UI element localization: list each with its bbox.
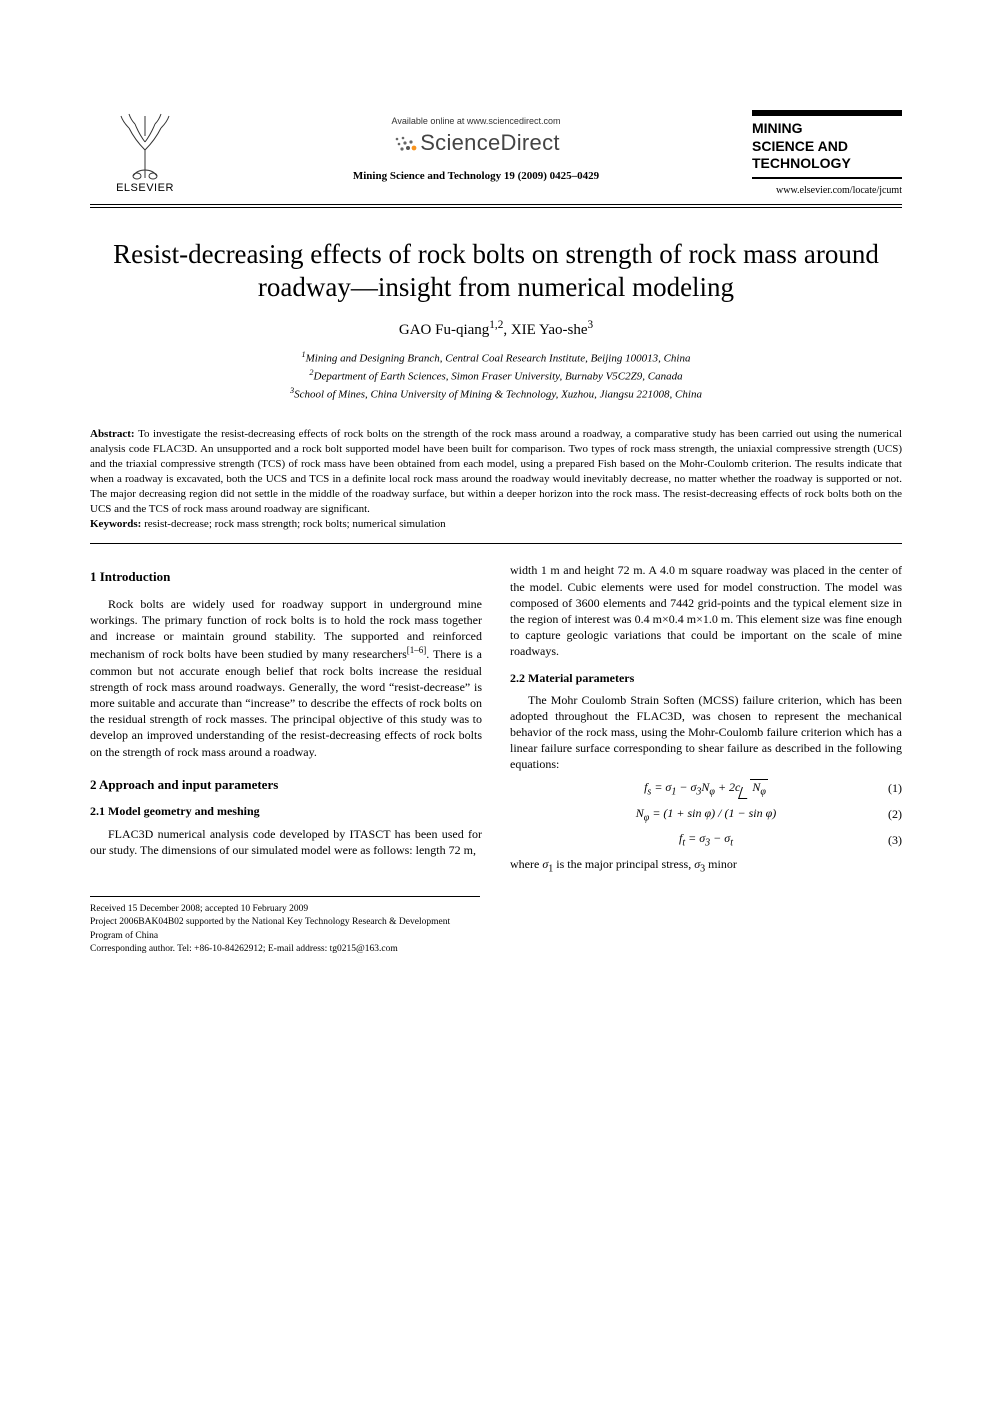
affiliations: 1Mining and Designing Branch, Central Co… xyxy=(90,349,902,403)
journal-name-line1: MINING xyxy=(752,120,902,138)
equation-3-num: (3) xyxy=(888,832,902,848)
model-geom-para-cont: width 1 m and height 72 m. A 4.0 m squar… xyxy=(510,562,902,659)
sciencedirect-text: ScienceDirect xyxy=(420,130,560,155)
center-header: Available online at www.sciencedirect.co… xyxy=(200,110,752,182)
affiliation-3: 3School of Mines, China University of Mi… xyxy=(90,385,902,403)
footnote-received: Received 15 December 2008; accepted 10 F… xyxy=(90,903,480,916)
author-1-affil-sup: 1,2 xyxy=(489,319,503,331)
keywords-text: resist-decrease; rock mass strength; roc… xyxy=(144,518,446,530)
elsevier-tree-icon xyxy=(115,110,175,180)
equation-1-body: fs = σ1 − σ3Nφ + 2cNφ xyxy=(644,779,768,799)
header-rule xyxy=(90,207,902,208)
publisher-name: ELSEVIER xyxy=(116,182,174,194)
model-geom-para: FLAC3D numerical analysis code developed… xyxy=(90,826,482,858)
abstract-block: Abstract: To investigate the resist-decr… xyxy=(90,427,902,544)
sciencedirect-logo: ScienceDirect xyxy=(200,130,752,156)
equation-3: ft = σ3 − σt (3) xyxy=(510,830,902,850)
section-1-head: 1 Introduction xyxy=(90,568,482,586)
journal-reference: Mining Science and Technology 19 (2009) … xyxy=(200,170,752,182)
section-2-head: 2 Approach and input parameters xyxy=(90,776,482,794)
affiliation-2: 2Department of Earth Sciences, Simon Fra… xyxy=(90,367,902,385)
article-title: Resist-decreasing effects of rock bolts … xyxy=(110,238,882,306)
author-2-affil-sup: 3 xyxy=(588,319,594,331)
footnote-corresponding: Corresponding author. Tel: +86-10-842629… xyxy=(90,943,480,956)
equation-3-body: ft = σ3 − σt xyxy=(679,830,733,850)
abstract-label: Abstract: xyxy=(90,428,138,440)
author-1: GAO Fu-qiang xyxy=(399,322,489,338)
journal-name-line2: SCIENCE AND xyxy=(752,138,902,156)
footnotes: Received 15 December 2008; accepted 10 F… xyxy=(90,896,480,956)
equation-2-num: (2) xyxy=(888,806,902,822)
equation-2: Nφ = (1 + sin φ) / (1 − sin φ) (2) xyxy=(510,805,902,825)
where-clause: where σ1 is the major principal stress, … xyxy=(510,856,902,876)
authors: GAO Fu-qiang1,2, XIE Yao-she3 xyxy=(90,319,902,339)
intro-para: Rock bolts are widely used for roadway s… xyxy=(90,596,482,760)
subsection-2-2-head: 2.2 Material parameters xyxy=(510,670,902,686)
footnote-project: Project 2006BAK04B02 supported by the Na… xyxy=(90,916,480,943)
left-column: 1 Introduction Rock bolts are widely use… xyxy=(90,562,482,876)
material-params-para: The Mohr Coulomb Strain Soften (MCSS) fa… xyxy=(510,692,902,773)
author-2: , XIE Yao-she xyxy=(503,322,587,338)
subsection-2-1-head: 2.1 Model geometry and meshing xyxy=(90,803,482,819)
equation-1-num: (1) xyxy=(888,780,902,796)
publisher-block: ELSEVIER xyxy=(90,110,200,194)
citation-sup: [1–6] xyxy=(407,645,427,655)
journal-name-line3: TECHNOLOGY xyxy=(752,155,902,173)
right-column: width 1 m and height 72 m. A 4.0 m squar… xyxy=(510,562,902,876)
equation-2-body: Nφ = (1 + sin φ) / (1 − sin φ) xyxy=(636,805,776,825)
body-columns: 1 Introduction Rock bolts are widely use… xyxy=(90,562,902,876)
page: ELSEVIER Available online at www.science… xyxy=(0,0,992,1006)
available-online-text: Available online at www.sciencedirect.co… xyxy=(200,116,752,126)
affiliation-1: 1Mining and Designing Branch, Central Co… xyxy=(90,349,902,367)
journal-url: www.elsevier.com/locate/jcumt xyxy=(752,185,902,196)
header: ELSEVIER Available online at www.science… xyxy=(90,110,902,205)
journal-brand: MINING SCIENCE AND TECHNOLOGY www.elsevi… xyxy=(752,110,902,196)
sciencedirect-dots-icon xyxy=(392,134,418,154)
keywords-label: Keywords: xyxy=(90,518,144,530)
abstract-text: To investigate the resist-decreasing eff… xyxy=(90,428,902,514)
journal-name-box: MINING SCIENCE AND TECHNOLOGY xyxy=(752,110,902,179)
equation-1: fs = σ1 − σ3Nφ + 2cNφ (1) xyxy=(510,779,902,799)
